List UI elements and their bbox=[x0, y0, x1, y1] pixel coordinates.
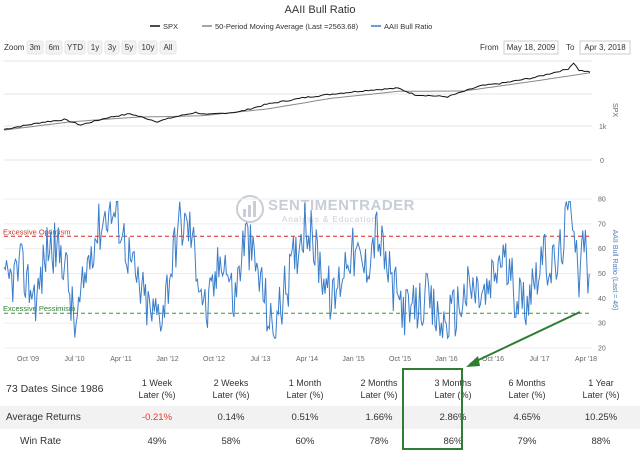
win-rate-1-month: 60% bbox=[295, 435, 315, 447]
ratio-tick-label: 80 bbox=[598, 197, 606, 204]
zoom-button-3m[interactable] bbox=[26, 40, 44, 55]
zoom-controls: Zoom 3m 6m YTD 1y 3y 5y 10y All bbox=[4, 40, 177, 55]
ratio-x-tick-label: Jul '17 bbox=[529, 356, 549, 363]
col-header-1-year: 1 Year Later (%) bbox=[582, 378, 620, 400]
zoom-button-label: 6m bbox=[48, 43, 59, 52]
to-date-input[interactable] bbox=[579, 40, 631, 55]
watermark-subtitle: Analysis & Education bbox=[282, 215, 377, 224]
avg-return-2-weeks: 0.14% bbox=[217, 412, 245, 423]
zoom-button-10y[interactable] bbox=[138, 40, 158, 55]
ratio-x-tick-label: Jul '13 bbox=[250, 356, 270, 363]
legend-label-ratio[interactable]: AAII Bull Ratio bbox=[384, 22, 432, 31]
from-date-value: May 18, 2009 bbox=[507, 43, 556, 52]
ratio-x-tick-label: Oct '12 bbox=[203, 356, 225, 363]
watermark: SENTIMENTRADER Analysis & Education bbox=[236, 195, 415, 224]
spx-tick-1k: 1k bbox=[599, 124, 607, 131]
stats-header-row: 73 Dates Since 1986 1 Week Later (%) 2 W… bbox=[0, 372, 640, 406]
ratio-x-tick-label: Apr '11 bbox=[110, 356, 132, 363]
watermark-title: SENTIMENTRADER bbox=[268, 197, 415, 214]
zoom-button-all[interactable] bbox=[159, 40, 177, 55]
ratio-x-tick-label: Oct '09 bbox=[17, 356, 39, 363]
zoom-button-5y[interactable] bbox=[121, 40, 137, 55]
zoom-button-label: 3m bbox=[29, 43, 40, 52]
col-header-1-week: 1 Week Later (%) bbox=[138, 378, 176, 400]
row-label-win-rate: Win Rate bbox=[20, 435, 62, 447]
win-rate-1-week: 49% bbox=[147, 435, 167, 447]
col-header-2-weeks: 2 Weeks Later (%) bbox=[212, 378, 250, 400]
ratio-tick-label: 50 bbox=[598, 271, 606, 278]
excessive-optimism-label: Excessive Optimism bbox=[3, 227, 71, 236]
ratio-x-tick-label: Jan '12 bbox=[156, 356, 178, 363]
table-row: Win Rate 49% 58% 60% 78% 86% 79% 88% bbox=[0, 429, 640, 453]
col-header-3-months: 3 Months Later (%) bbox=[434, 378, 472, 400]
avg-return-3-months: 2.86% bbox=[439, 412, 467, 423]
win-rate-3-months: 86% bbox=[443, 435, 463, 447]
win-rate-2-weeks: 58% bbox=[221, 435, 241, 447]
zoom-button-6m[interactable] bbox=[45, 40, 63, 55]
zoom-button-label: 3y bbox=[108, 43, 116, 52]
win-rate-6-months: 79% bbox=[517, 435, 537, 447]
ratio-tick-label: 40 bbox=[598, 296, 606, 303]
legend: SPX 50-Period Moving Average (Last =2563… bbox=[150, 22, 432, 31]
avg-return-2-months: 1.66% bbox=[365, 412, 393, 423]
zoom-button-label: 1y bbox=[91, 43, 99, 52]
ratio-tick-label: 60 bbox=[598, 246, 606, 253]
watermark-logo-icon bbox=[236, 195, 264, 223]
zoom-button-1y[interactable] bbox=[87, 40, 103, 55]
excessive-pessimism-label: Excessive Pessimism bbox=[3, 304, 75, 313]
ma-series-line bbox=[3, 72, 591, 131]
ratio-x-tick-label: Jan '16 bbox=[435, 356, 457, 363]
arrowhead-icon bbox=[466, 356, 480, 367]
from-label: From bbox=[480, 43, 499, 52]
chart-area: AAII Bull Ratio SPX 50-Period Moving Ave… bbox=[3, 4, 631, 367]
spx-tick-0: 0 bbox=[600, 158, 604, 165]
avg-return-1-month: 0.51% bbox=[291, 412, 319, 423]
zoom-button-label: All bbox=[164, 43, 173, 52]
col-header-2-months: 2 Months Later (%) bbox=[360, 378, 398, 400]
avg-return-1-year: 10.25% bbox=[584, 412, 618, 423]
ratio-x-tick-label: Jul '10 bbox=[64, 356, 84, 363]
stats-header-label: 73 Dates Since 1986 bbox=[6, 383, 104, 395]
zoom-button-label: 10y bbox=[142, 43, 155, 52]
from-date-input[interactable] bbox=[503, 40, 559, 55]
to-date-value: Apr 3, 2018 bbox=[584, 43, 626, 52]
zoom-button-label: YTD bbox=[67, 43, 83, 52]
spx-panel: 1k 0 SPX bbox=[3, 60, 618, 165]
ratio-panel: 20 30 40 50 60 70 80 AAII Bull Ratio (Last = 4… bbox=[3, 197, 618, 364]
ratio-tick-label: 20 bbox=[598, 346, 606, 353]
col-header-1-month: 1 Month Later (%) bbox=[286, 378, 324, 400]
arrow-shaft bbox=[469, 311, 581, 365]
zoom-label: Zoom bbox=[4, 43, 25, 52]
zoom-button-ytd[interactable] bbox=[64, 40, 86, 55]
avg-return-6-months: 4.65% bbox=[513, 412, 541, 423]
win-rate-2-months: 78% bbox=[369, 435, 389, 447]
ratio-axis-label: AAII Bull Ratio (Last = 46) bbox=[611, 230, 618, 311]
date-range: From May 18, 2009 To Apr 3, 2018 bbox=[480, 40, 631, 55]
ratio-x-tick-label: Jan '15 bbox=[342, 356, 364, 363]
arrow-annotation bbox=[466, 311, 581, 367]
ratio-x-tick-label: Oct '16 bbox=[482, 356, 504, 363]
legend-label-spx[interactable]: SPX bbox=[163, 22, 178, 31]
row-label-average-returns: Average Returns bbox=[6, 412, 81, 423]
to-label: To bbox=[566, 43, 575, 52]
zoom-button-label: 5y bbox=[125, 43, 133, 52]
ratio-tick-label: 30 bbox=[598, 321, 606, 328]
ratio-x-tick-label: Apr '18 bbox=[575, 356, 597, 363]
zoom-button-3y[interactable] bbox=[104, 40, 120, 55]
avg-return-1-week: -0.21% bbox=[141, 412, 173, 423]
table-row: Average Returns -0.21% 0.14% 0.51% 1.66%… bbox=[0, 406, 640, 429]
legend-label-ma[interactable]: 50-Period Moving Average (Last =2563.68) bbox=[215, 22, 359, 31]
ratio-tick-label: 70 bbox=[598, 221, 606, 228]
ratio-x-tick-label: Apr '14 bbox=[296, 356, 318, 363]
spx-axis-label: SPX bbox=[611, 103, 618, 117]
bull-ratio-series-line bbox=[3, 201, 590, 340]
chart-title: AAII Bull Ratio bbox=[285, 4, 356, 16]
spx-series-line bbox=[3, 62, 591, 130]
ratio-x-tick-label: Oct '15 bbox=[389, 356, 411, 363]
col-header-6-months: 6 Months Later (%) bbox=[508, 378, 546, 400]
win-rate-1-year: 88% bbox=[591, 435, 611, 447]
stats-table: 73 Dates Since 1986 1 Week Later (%) 2 W… bbox=[0, 370, 640, 454]
